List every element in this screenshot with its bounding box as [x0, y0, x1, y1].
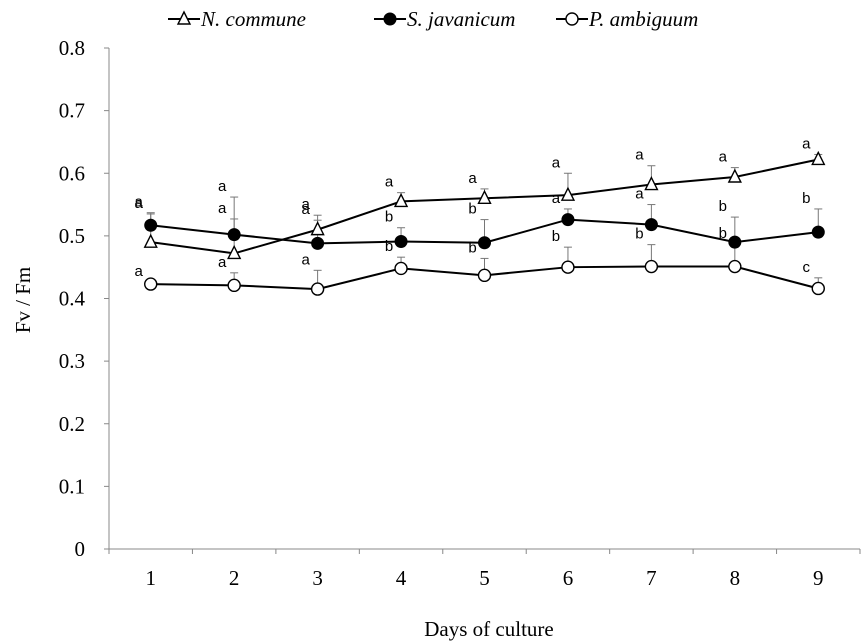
x-axis: 1 2 3 4 5 6 7 8 9	[108, 548, 861, 590]
data-point	[644, 175, 659, 191]
legend: N. commune S. javanicum P. ambiguum	[168, 7, 698, 31]
x-tick-label: 3	[312, 566, 323, 590]
data-point	[811, 150, 826, 166]
significance-letter: a	[135, 263, 144, 280]
data-point	[561, 260, 575, 274]
data-point	[310, 221, 325, 236]
data-point	[227, 278, 241, 293]
x-tick-label: 9	[813, 566, 824, 590]
significance-letter: a	[635, 147, 644, 164]
legend-label: P. ambiguum	[588, 7, 698, 31]
significance-letter: a	[301, 196, 310, 213]
data-point	[728, 235, 742, 249]
significance-letter: a	[719, 149, 728, 166]
legend-label: S. javanicum	[407, 7, 515, 31]
significance-letter: a	[385, 174, 394, 191]
data-point	[393, 192, 409, 208]
data-point	[811, 225, 825, 239]
significance-letter: b	[552, 228, 560, 245]
data-point	[227, 244, 242, 260]
data-point	[644, 218, 658, 232]
legend-marker	[565, 12, 579, 26]
legend-marker	[383, 12, 397, 26]
x-tick-label: 5	[479, 566, 490, 590]
y-tick-label: 0.8	[59, 36, 85, 60]
data-point	[560, 186, 576, 201]
x-tick-label: 7	[646, 566, 657, 590]
x-tick-label: 4	[396, 566, 407, 590]
data-point	[394, 235, 408, 249]
significance-letter: a	[635, 186, 644, 203]
significance-letter: b	[719, 198, 727, 215]
significance-letter: a	[301, 251, 310, 268]
data-point	[227, 228, 241, 242]
significance-letter: b	[385, 209, 393, 226]
significance-letter: a	[218, 254, 227, 271]
y-axis: 0 0.1 0.2 0.3 0.4 0.5 0.6 0.7 0.8	[59, 36, 110, 561]
data-point	[811, 281, 825, 296]
data-point	[143, 233, 158, 248]
y-tick-label: 0.2	[59, 412, 85, 436]
y-tick-label: 0.7	[59, 99, 85, 123]
significance-letter: b	[468, 201, 476, 218]
significance-letter: b	[468, 239, 476, 256]
significance-letter: a	[301, 201, 310, 218]
data-point	[561, 213, 575, 227]
y-tick-label: 0	[75, 537, 86, 561]
significance-letter: a	[218, 178, 227, 195]
legend-marker	[176, 10, 192, 25]
x-tick-label: 6	[563, 566, 574, 590]
significance-letter: a	[218, 200, 227, 217]
y-axis-label: Fv / Fm	[11, 267, 35, 334]
data-markers	[143, 150, 826, 296]
x-tick-label: 2	[229, 566, 240, 590]
significance-letter: b	[635, 226, 643, 243]
y-tick-label: 0.3	[59, 349, 85, 373]
significance-letter: a	[552, 190, 561, 207]
data-point	[144, 277, 158, 291]
significance-letter: a	[468, 170, 477, 187]
x-tick-label: 8	[730, 566, 741, 590]
data-point	[311, 236, 325, 250]
y-tick-label: 0.4	[59, 287, 86, 311]
data-point	[477, 189, 492, 205]
data-point	[728, 259, 742, 274]
data-point	[144, 218, 158, 232]
data-point	[478, 236, 491, 250]
data-point	[394, 261, 408, 276]
significance-letter: a	[802, 135, 811, 152]
y-tick-label: 0.6	[59, 161, 85, 185]
significance-letter: c	[803, 259, 811, 276]
x-tick-label: 1	[145, 566, 156, 590]
data-point	[477, 268, 492, 283]
data-point	[644, 259, 659, 274]
y-tick-label: 0.5	[59, 224, 85, 248]
significance-letter: b	[719, 225, 727, 242]
significance-letter: a	[135, 194, 144, 211]
significance-letter: b	[802, 190, 810, 207]
significance-letter: b	[385, 238, 393, 255]
significance-letter: a	[552, 154, 561, 171]
legend-label: N. commune	[200, 7, 306, 31]
significance-letter: a	[135, 195, 144, 212]
x-axis-label: Days of culture	[424, 617, 553, 641]
data-point	[727, 168, 742, 183]
y-tick-label: 0.1	[59, 474, 85, 498]
data-point	[310, 282, 325, 296]
